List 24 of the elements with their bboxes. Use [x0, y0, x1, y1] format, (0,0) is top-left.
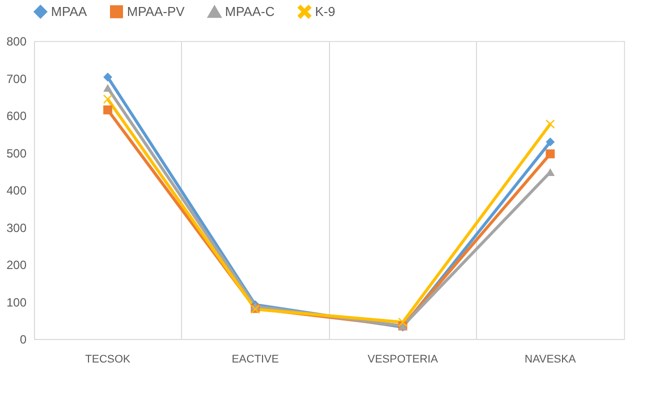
- point: [103, 84, 112, 92]
- point: [546, 120, 555, 129]
- y-tick-label: 200: [6, 258, 27, 272]
- y-tick-label: 100: [6, 295, 27, 310]
- x-tick-label: VESPOTERIA: [368, 354, 439, 366]
- y-tick-label: 500: [6, 146, 27, 160]
- point: [103, 105, 112, 114]
- y-tick-label: 800: [6, 34, 27, 48]
- y-tick-label: 600: [6, 109, 27, 123]
- legend-label: MPAA-C: [225, 4, 275, 20]
- point: [103, 94, 112, 104]
- y-tick-label: 700: [6, 72, 27, 86]
- point: [103, 72, 112, 82]
- y-tick-label: 300: [6, 220, 27, 235]
- point: [546, 149, 555, 158]
- legend-label: MPAA-PV: [127, 4, 185, 19]
- y-tick-label: 0: [20, 332, 27, 346]
- x-tick-label: NAVESKA: [524, 354, 576, 366]
- legend-label: K-9: [315, 4, 336, 19]
- y-tick-label: 400: [6, 184, 27, 198]
- x-tick-label: TECSOK: [85, 354, 132, 366]
- x-tick-label: EACTIVE: [232, 354, 279, 366]
- point: [546, 137, 555, 146]
- legend-label: MPAA: [51, 4, 88, 19]
